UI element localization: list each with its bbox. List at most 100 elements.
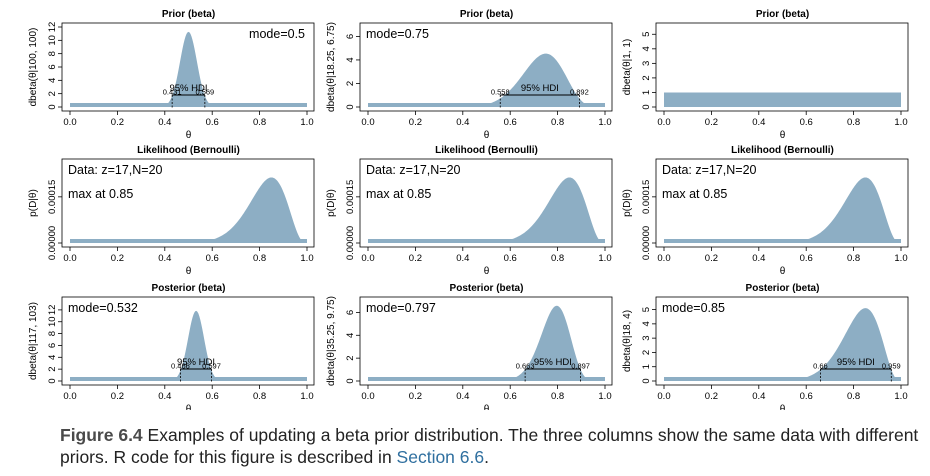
panel-posterior-3-hdi-high-value: 0.959 xyxy=(882,362,901,371)
panel-posterior-3-title: Posterior (beta) xyxy=(746,283,820,294)
panel-prior-1-xtick-label-2: 0.4 xyxy=(158,117,171,128)
panel-prior-3-xtick-label-2: 0.4 xyxy=(752,117,765,128)
panel-prior-2-xtick-label-5: 1.0 xyxy=(598,117,611,128)
panel-prior-2-ytick-label-1: 2 xyxy=(345,81,356,86)
panel-prior-2-ytick-label-2: 4 xyxy=(345,57,356,62)
panel-likelihood-2-annotation-1: max at 0.85 xyxy=(366,187,431,201)
panel-posterior-2-title: Posterior (beta) xyxy=(450,283,524,294)
panel-posterior-3-hdi-low-value: 0.66 xyxy=(813,362,828,371)
panel-prior-2-ytick-label-0: 0 xyxy=(345,104,356,109)
panel-likelihood-2-xtick-label-1: 0.2 xyxy=(409,253,422,264)
panel-posterior-2-xtick-label-1: 0.2 xyxy=(409,391,422,402)
panel-posterior-3-xtick-label-0: 0.0 xyxy=(657,391,670,402)
panel-prior-2-density-area xyxy=(368,53,605,107)
panel-likelihood-2-title: Likelihood (Bernoulli) xyxy=(435,145,538,156)
caption-text: Examples of updating a beta prior distri… xyxy=(60,425,919,467)
panel-posterior-1-baseline-strip xyxy=(70,377,307,381)
panel-posterior-2-xtick-label-5: 1.0 xyxy=(598,391,611,402)
panel-prior-2-hdi-low-value: 0.558 xyxy=(491,88,510,97)
panel-posterior-3-baseline-strip xyxy=(664,377,901,381)
panel-prior-3-xtick-label-5: 1.0 xyxy=(894,117,907,128)
panel-posterior-2-frame xyxy=(359,296,613,386)
panel-likelihood-3-xlabel: θ xyxy=(780,266,786,277)
panel-prior-3-baseline-strip xyxy=(664,103,901,107)
panel-likelihood-3-density-area xyxy=(664,177,901,243)
panel-posterior-1-xtick-label-3: 0.6 xyxy=(206,391,219,402)
panel-prior-3-ytick-label-1: 1 xyxy=(641,90,652,95)
panel-prior-1-xtick-label-1: 0.2 xyxy=(111,117,124,128)
panel-posterior-2-ytick-label-1: 2 xyxy=(345,355,356,360)
panel-prior-2-title: Prior (beta) xyxy=(460,9,513,20)
panel-likelihood-1-xtick-label-3: 0.6 xyxy=(206,253,219,264)
panel-prior-2-annotation-0: mode=0.75 xyxy=(366,27,429,41)
panel-prior-1-xtick-label-5: 1.0 xyxy=(300,117,313,128)
panel-likelihood-1-xtick-label-5: 1.0 xyxy=(300,253,313,264)
panel-prior-1-ylabel: dbeta(θ|100, 100) xyxy=(28,28,39,107)
panel-prior-3-ytick-label-5: 5 xyxy=(641,32,652,37)
panel-posterior-3-xtick-label-3: 0.6 xyxy=(800,391,813,402)
panel-posterior-2-ytick-label-0: 0 xyxy=(345,378,356,383)
panel-prior-3-title: Prior (beta) xyxy=(756,9,809,20)
panel-posterior-1-xtick-label-2: 0.4 xyxy=(158,391,171,402)
panel-likelihood-2-density-area xyxy=(368,177,605,243)
panel-likelihood-2-frame xyxy=(359,158,613,248)
panel-posterior-3-density-area xyxy=(664,308,901,381)
panel-posterior-1-frame xyxy=(61,296,315,386)
panel-prior-2-xtick-label-2: 0.4 xyxy=(456,117,469,128)
panel-prior-2-baseline-strip xyxy=(368,103,605,107)
panel-posterior-1-ytick-label-2: 4 xyxy=(47,355,58,360)
panel-prior-1-xtick-label-0: 0.0 xyxy=(63,117,76,128)
panel-likelihood-3-xtick-label-4: 0.8 xyxy=(847,253,860,264)
panel-likelihood-3-xtick-label-2: 0.4 xyxy=(752,253,765,264)
panel-posterior-1-ylabel: dbeta(θ|117, 103) xyxy=(28,302,39,380)
panel-likelihood-2-xtick-label-3: 0.6 xyxy=(504,253,517,264)
panel-posterior-2-hdi-low-value: 0.663 xyxy=(516,362,535,371)
panel-posterior-1-xtick-label-1: 0.2 xyxy=(111,391,124,402)
panel-posterior-3-xtick-label-2: 0.4 xyxy=(752,391,765,402)
panel-posterior-2-ytick-label-3: 6 xyxy=(345,310,356,315)
figure-6-4-panel-grid: Prior (beta)0.0 0.2 0.4 0.6 0.8 1.0θ024681012… xyxy=(28,9,909,410)
caption-end: . xyxy=(484,447,489,467)
panel-prior-3-ytick-label-2: 2 xyxy=(641,75,652,80)
panel-prior-1-hdi-high-value: 0.569 xyxy=(195,88,214,97)
figure-caption: Figure 6.4 Examples of updating a beta p… xyxy=(60,424,920,468)
panel-likelihood-3-ytick-label-1: 0.00015 xyxy=(641,180,652,214)
panel-prior-3-xtick-label-4: 0.8 xyxy=(847,117,860,128)
panel-likelihood-1-frame xyxy=(61,158,315,248)
panel-likelihood-1-annotation-1: max at 0.85 xyxy=(68,187,133,201)
panel-prior-1-xtick-label-3: 0.6 xyxy=(206,117,219,128)
panel-prior-1-ytick-label-0: 0 xyxy=(47,104,58,109)
panel-posterior-1-annotation-0: mode=0.532 xyxy=(68,301,138,315)
panel-posterior-3-xtick-label-1: 0.2 xyxy=(705,391,718,402)
panel-likelihood-1-ytick-label-1: 0.00015 xyxy=(47,180,58,214)
panel-posterior-2-hdi-label: 95% HDI xyxy=(534,357,572,368)
panel-prior-2-xtick-label-0: 0.0 xyxy=(361,117,374,128)
panel-posterior-1-density-area xyxy=(70,310,307,381)
panel-posterior-2-annotation-0: mode=0.797 xyxy=(366,301,436,315)
panel-prior-3-ytick-label-4: 4 xyxy=(641,46,652,51)
panel-likelihood-1-xtick-label-2: 0.4 xyxy=(158,253,171,264)
panel-likelihood-3-xtick-label-0: 0.0 xyxy=(657,253,670,264)
panel-likelihood-2-xlabel: θ xyxy=(484,266,490,277)
panel-posterior-2-xtick-label-4: 0.8 xyxy=(551,391,564,402)
panel-posterior-3-ylabel: dbeta(θ|18, 4) xyxy=(622,310,633,372)
panel-posterior-2-ytick-label-2: 4 xyxy=(345,333,356,338)
panel-likelihood-2-xtick-label-0: 0.0 xyxy=(361,253,374,264)
panel-posterior-3-ytick-label-3: 3 xyxy=(641,335,652,340)
panel-prior-3-frame xyxy=(655,22,909,112)
panel-prior-1-title: Prior (beta) xyxy=(162,9,215,20)
panel-likelihood-1-density-area xyxy=(70,177,307,243)
panel-prior-1-ytick-label-3: 6 xyxy=(47,64,58,69)
panel-likelihood-2-baseline-strip xyxy=(368,239,605,243)
panel-prior-3-xtick-label-3: 0.6 xyxy=(800,117,813,128)
panel-likelihood-1-annotation-0: Data: z=17,N=20 xyxy=(68,163,163,177)
panel-posterior-1-ytick-label-0: 0 xyxy=(47,378,58,383)
caption-section-link[interactable]: Section 6.6 xyxy=(396,447,485,467)
panel-likelihood-3-xtick-label-1: 0.2 xyxy=(705,253,718,264)
panel-posterior-3-hdi-label: 95% HDI xyxy=(837,357,875,368)
panel-posterior-1-ytick-label-1: 2 xyxy=(47,366,58,371)
panel-posterior-1-ytick-label-4: 8 xyxy=(47,331,58,336)
panel-likelihood-1-baseline-strip xyxy=(70,239,307,243)
panel-prior-1-hdi-label: 95% HDI xyxy=(169,83,207,94)
panel-posterior-2-ylabel: dbeta(θ|35.25, 9.75) xyxy=(326,296,337,386)
